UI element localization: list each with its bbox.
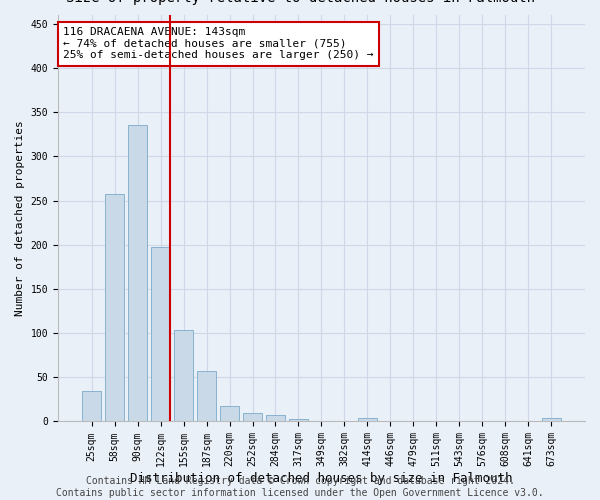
Bar xyxy=(128,126,148,422)
Y-axis label: Number of detached properties: Number of detached properties xyxy=(15,120,25,316)
Bar xyxy=(266,416,285,422)
Bar xyxy=(289,419,308,422)
Bar xyxy=(105,194,124,422)
Bar xyxy=(220,406,239,421)
Text: Contains HM Land Registry data © Crown copyright and database right 2024.
Contai: Contains HM Land Registry data © Crown c… xyxy=(56,476,544,498)
Bar xyxy=(174,330,193,422)
Bar xyxy=(243,412,262,422)
X-axis label: Distribution of detached houses by size in Falmouth: Distribution of detached houses by size … xyxy=(130,472,513,485)
Bar xyxy=(82,390,101,422)
Bar xyxy=(151,248,170,422)
Bar xyxy=(358,418,377,422)
Bar xyxy=(197,371,217,422)
Text: 116 DRACAENA AVENUE: 143sqm
← 74% of detached houses are smaller (755)
25% of se: 116 DRACAENA AVENUE: 143sqm ← 74% of det… xyxy=(63,27,374,60)
Bar xyxy=(542,418,561,422)
Text: Size of property relative to detached houses in Falmouth: Size of property relative to detached ho… xyxy=(65,0,535,5)
